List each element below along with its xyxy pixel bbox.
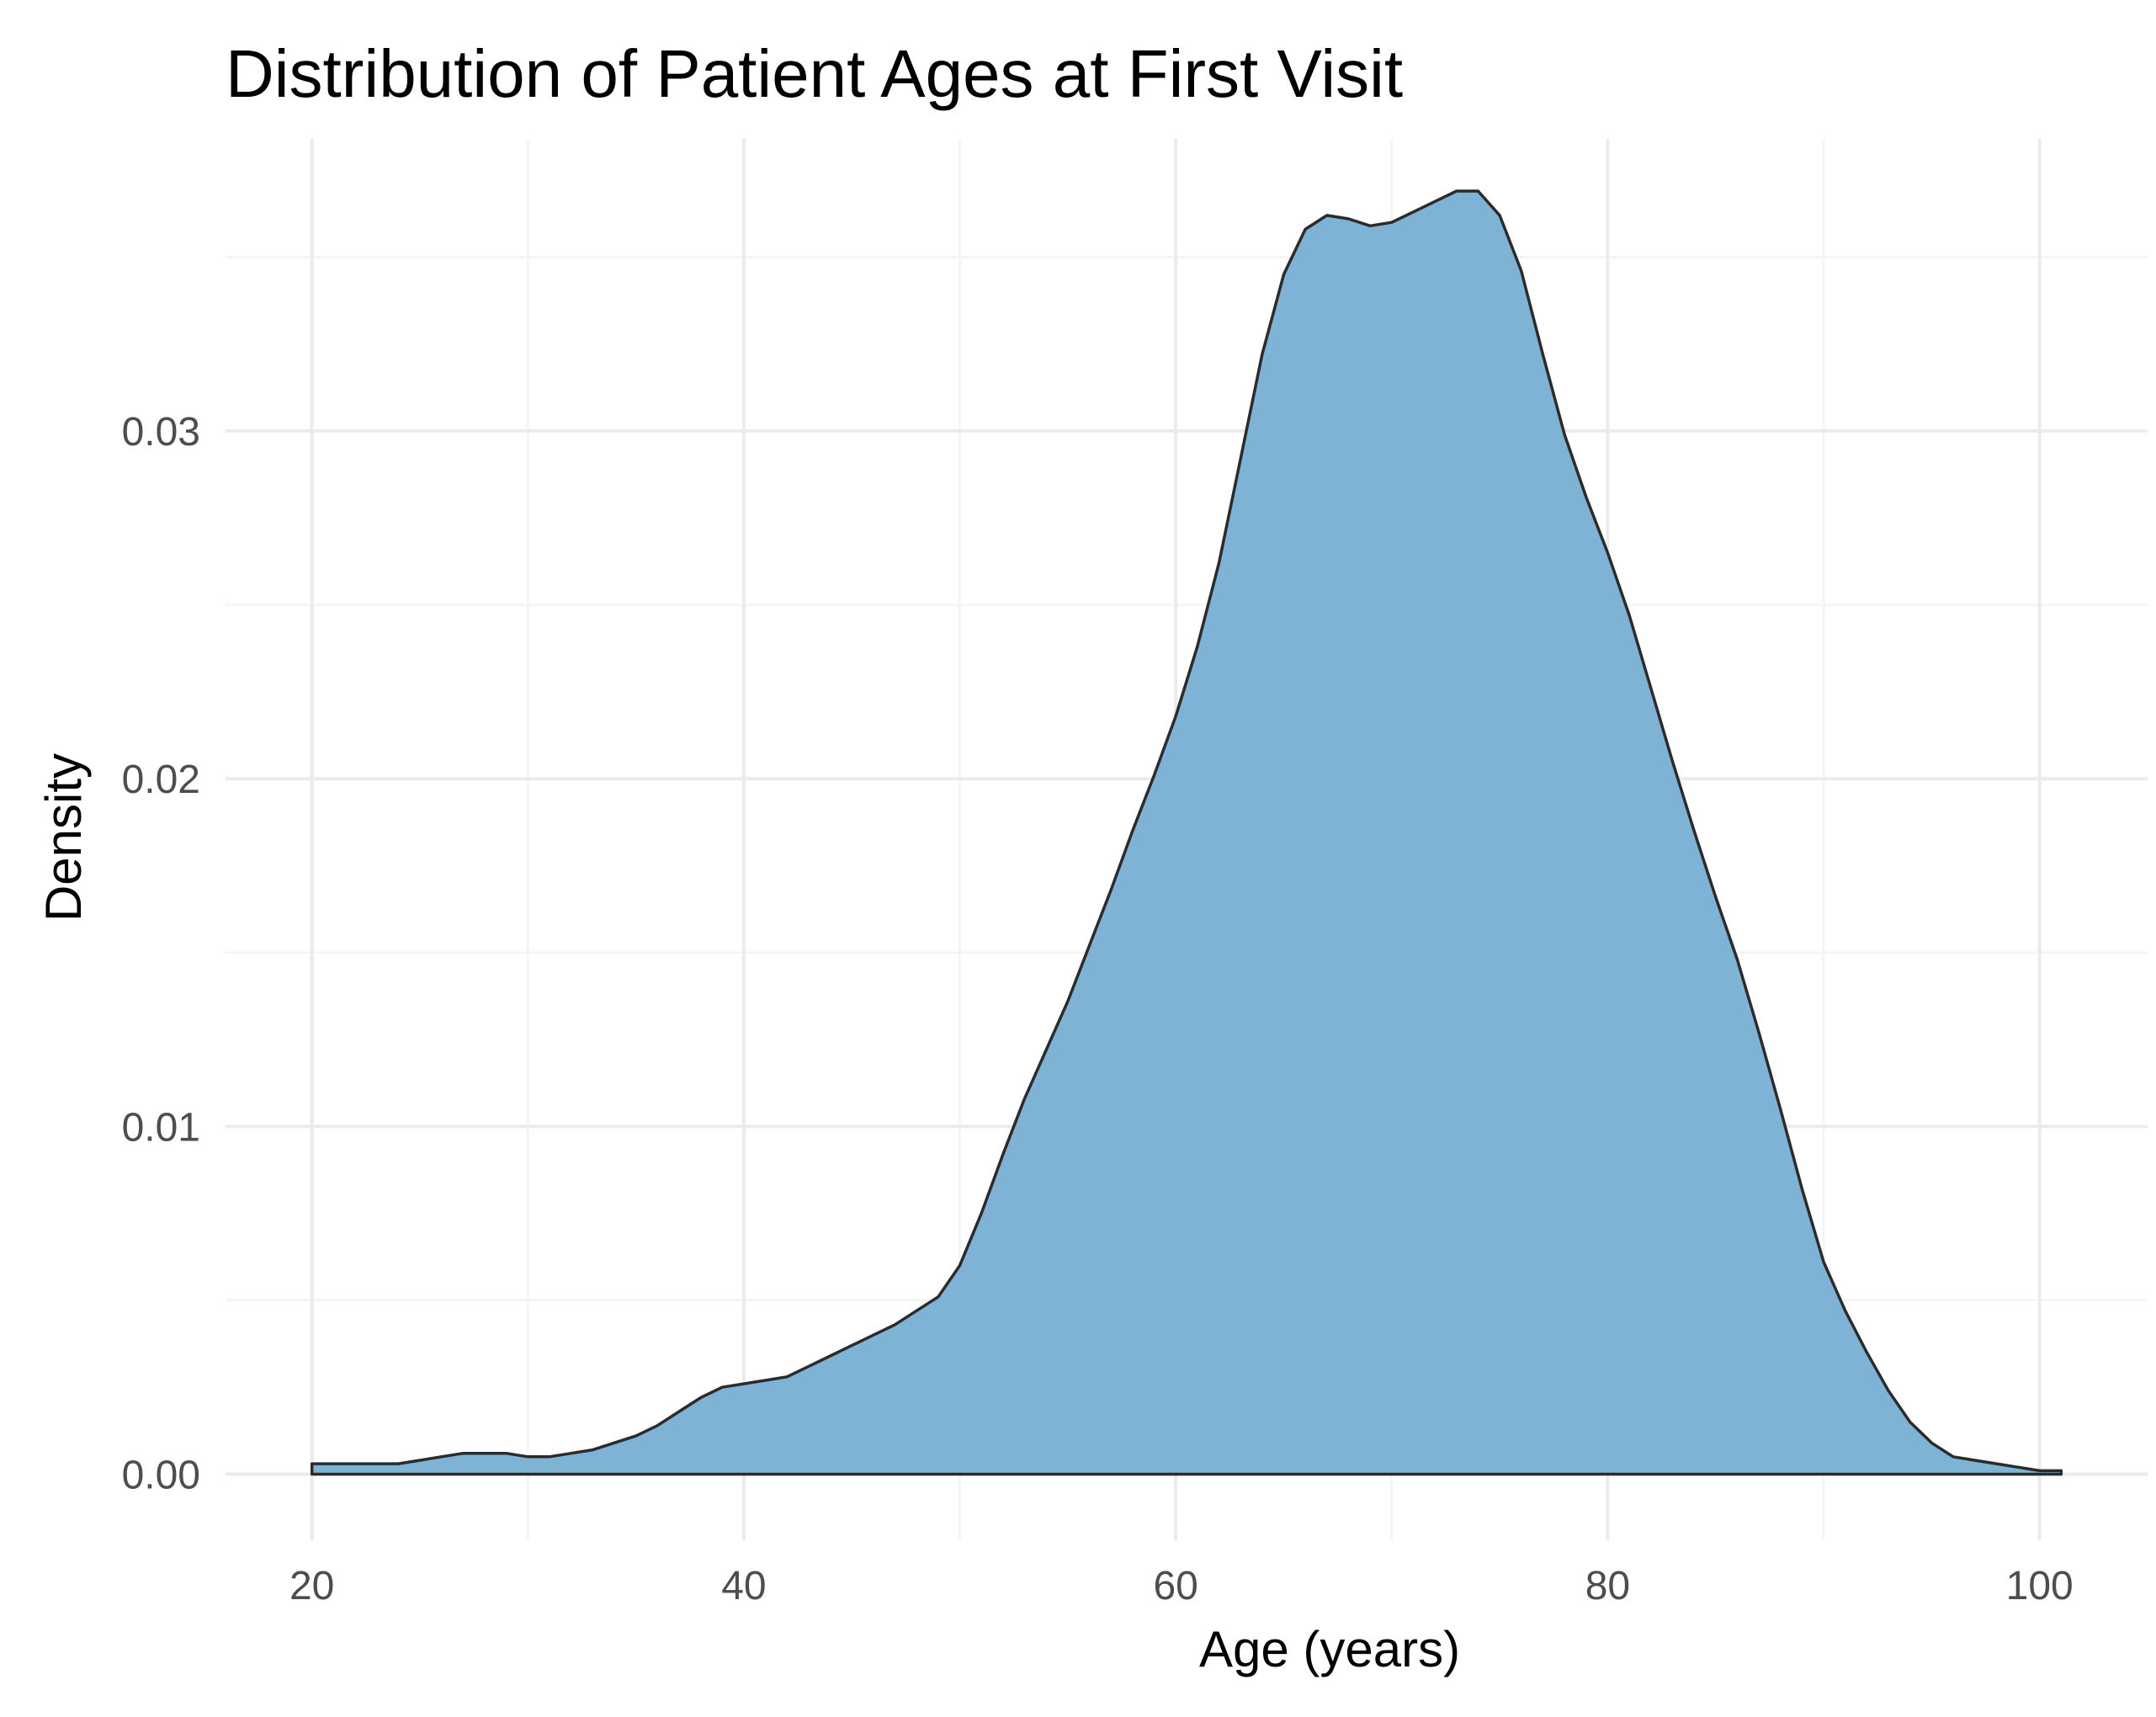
x-tick-label: 100 <box>2006 1564 2074 1608</box>
x-tick-label: 80 <box>1585 1564 1630 1608</box>
x-tick-label: 60 <box>1153 1564 1197 1608</box>
y-tick-label: 0.00 <box>122 1454 200 1498</box>
x-tick-label: 20 <box>289 1564 334 1608</box>
y-tick-label: 0.01 <box>122 1105 200 1150</box>
x-axis-title: Age (years) <box>1199 1621 1460 1677</box>
y-axis-title: Density <box>35 753 92 922</box>
chart-title: Distribution of Patient Ages at First Vi… <box>226 36 1403 111</box>
x-tick-labels: 20 40 60 80 100 <box>289 1564 2074 1608</box>
density-area <box>310 189 2063 1476</box>
y-tick-label: 0.02 <box>122 758 200 802</box>
x-tick-label: 40 <box>721 1564 766 1608</box>
y-tick-label: 0.03 <box>122 410 200 454</box>
y-tick-labels: 0.00 0.01 0.02 0.03 <box>122 410 200 1497</box>
series-layer <box>310 189 2063 1476</box>
